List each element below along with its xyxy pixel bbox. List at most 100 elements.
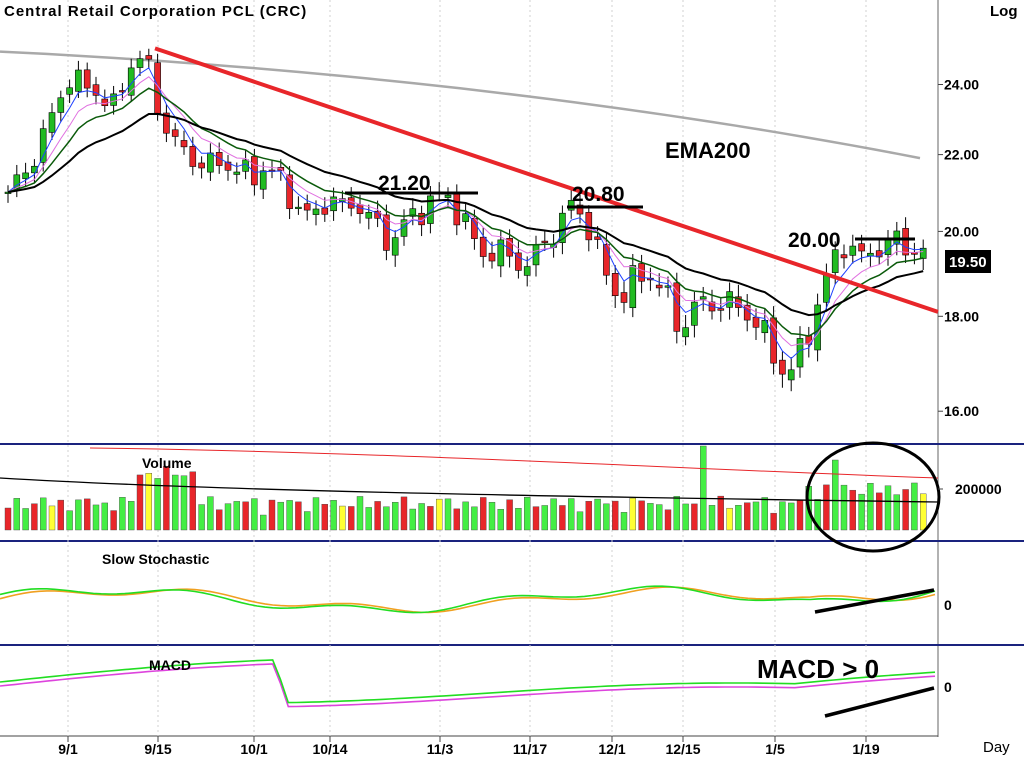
volume-bar (656, 504, 663, 531)
candle-body (321, 207, 329, 215)
x-tick-label: 9/15 (144, 741, 171, 757)
volume-bar (761, 497, 768, 531)
y-tick-label: 22.00 (944, 147, 979, 163)
volume-bar (462, 501, 469, 531)
volume-bar (330, 500, 337, 531)
macd-line (0, 659, 936, 704)
volume-bar (224, 503, 232, 531)
x-tick-label: 12/15 (665, 741, 700, 757)
candle-body (849, 245, 857, 256)
volume-bar (647, 503, 654, 531)
candle-body (374, 210, 381, 219)
volume-bar (612, 500, 619, 531)
candle-body (66, 87, 73, 95)
candle-body (312, 208, 320, 215)
candle-body (75, 69, 82, 92)
volume-bar (814, 499, 821, 531)
candle-body (13, 174, 21, 189)
panel-frames (0, 0, 1024, 737)
macd-panel (0, 659, 936, 718)
volume-bar (788, 502, 795, 531)
volume-bar (638, 500, 645, 531)
candle-body (779, 359, 786, 375)
candle-body (919, 247, 927, 259)
volume-highlight-circle (805, 441, 941, 553)
volume-bar (277, 501, 284, 531)
volume-bar (48, 505, 56, 531)
volume-bar (66, 510, 73, 531)
scale-label: Log (990, 3, 1018, 20)
candle-body (594, 236, 601, 240)
resistance-label-3: 20.00 (788, 229, 841, 252)
volume-bar (726, 507, 733, 531)
candle-body (233, 171, 241, 175)
stochastic-panel (0, 585, 936, 614)
volume-bar (559, 505, 566, 531)
candle-body (57, 97, 65, 113)
volume-bar (207, 496, 214, 531)
x-tick-label: 10/1 (240, 741, 267, 757)
volume-bar (911, 482, 918, 531)
volume-bar (57, 499, 64, 531)
volume-bar (348, 506, 355, 531)
volume-bar (708, 505, 716, 531)
candle-body (39, 128, 47, 163)
volume-bar (4, 507, 12, 531)
x-tick-label: 10/14 (312, 741, 347, 757)
volume-label: Volume (142, 455, 192, 471)
x-tick-label: 11/3 (427, 741, 454, 757)
stochastic-tick: 0 (944, 597, 952, 613)
candle-body (699, 296, 707, 300)
candle-body (629, 265, 637, 309)
candle-body (497, 239, 505, 267)
volume-average-line (0, 477, 939, 503)
volume-bar (664, 509, 672, 531)
y-tick-label: 24.00 (944, 76, 979, 92)
volume-bar (251, 498, 258, 531)
resistance-label-2: 20.80 (572, 183, 625, 206)
candle-body (48, 112, 56, 133)
candle-body (356, 204, 364, 214)
volume-bar (75, 499, 82, 531)
volume-bar (383, 506, 390, 531)
volume-bar (629, 497, 636, 531)
candle-body (831, 249, 839, 273)
x-tick-label: 9/1 (58, 741, 78, 757)
y-tick-label: 18.00 (944, 308, 979, 324)
volume-bar (304, 511, 311, 531)
candle-body (691, 301, 698, 326)
candle-body (840, 254, 848, 259)
x-tick-label: 12/1 (598, 741, 625, 757)
candle-body (391, 237, 399, 256)
volume-bar (119, 497, 126, 531)
candle-body (682, 327, 689, 338)
volume-bar (700, 445, 707, 531)
candle-body (303, 203, 311, 211)
candle-body (823, 274, 830, 303)
volume-bar (524, 497, 531, 531)
volume-bar (876, 492, 883, 531)
x-tick-label: 1/5 (765, 741, 785, 757)
volume-bar (752, 501, 760, 531)
volume-bar (840, 484, 848, 531)
volume-bar (101, 502, 109, 531)
candle-body (31, 165, 38, 174)
stochastic-label: Slow Stochastic (102, 551, 210, 567)
candle-body (576, 204, 584, 215)
volume-bar (295, 501, 302, 531)
volume-bar (691, 503, 698, 531)
volume-bar (673, 496, 680, 531)
axes: 9/1 9/15 10/1 10/14 11/3 11/17 12/1 12/15 1/5 1/1… (58, 76, 979, 757)
candle-body (523, 266, 531, 276)
volume-bar (356, 496, 364, 531)
y-tick-label: 20.00 (944, 223, 979, 239)
candle-body (22, 172, 29, 180)
macd-note: MACD > 0 (757, 654, 879, 684)
candle-body (752, 316, 760, 328)
candle-body (409, 208, 417, 217)
candle-body (462, 213, 469, 222)
volume-bar (427, 506, 434, 531)
price-panel (0, 46, 939, 392)
candle-body (471, 218, 478, 239)
volume-bar (22, 508, 29, 531)
